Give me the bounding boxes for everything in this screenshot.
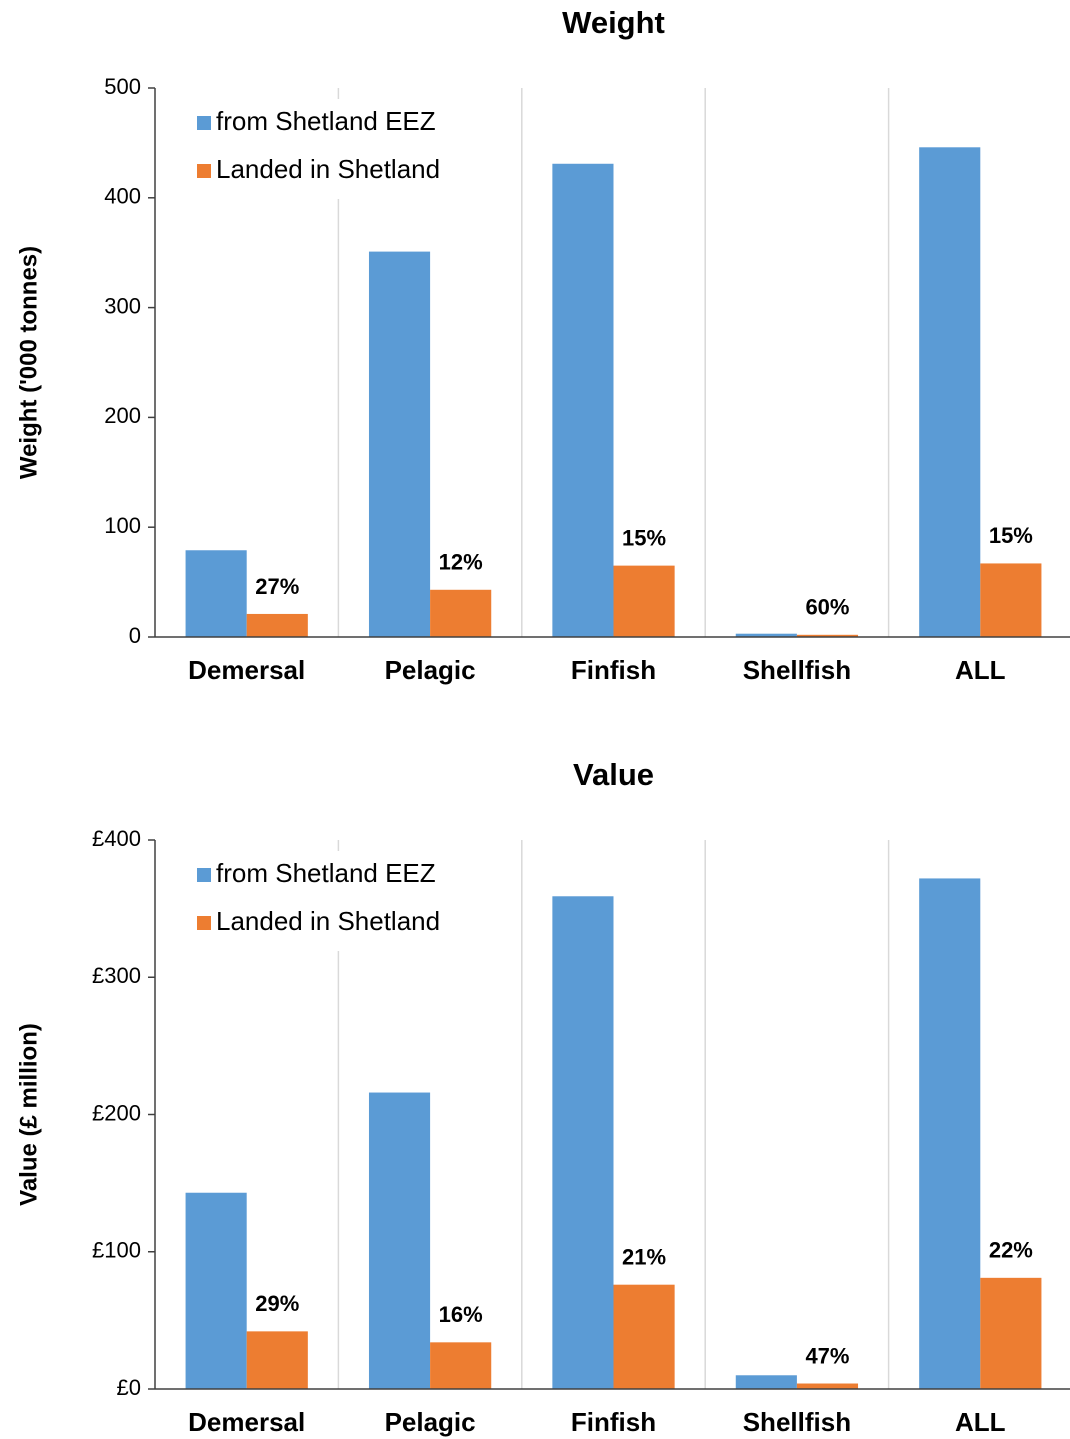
y-tick-label: 200 xyxy=(104,403,141,428)
percent-label: 27% xyxy=(255,574,299,599)
y-tick-label: £100 xyxy=(92,1238,141,1263)
percent-label: 21% xyxy=(622,1245,666,1270)
bar xyxy=(919,147,981,638)
percent-label: 16% xyxy=(439,1302,483,1327)
legend-label: from Shetland EEZ xyxy=(216,858,436,888)
x-tick-label: Pelagic xyxy=(385,655,476,685)
bar xyxy=(552,163,614,637)
y-tick-label: 400 xyxy=(104,184,141,209)
percent-label: 15% xyxy=(622,525,666,550)
x-tick-label: Finfish xyxy=(571,1407,656,1437)
bar xyxy=(796,1383,859,1389)
legend-box xyxy=(189,99,479,199)
x-tick-label: Shellfish xyxy=(743,655,851,685)
bar xyxy=(735,1375,797,1389)
bar xyxy=(613,1284,675,1389)
bar xyxy=(796,634,859,637)
percent-label: 15% xyxy=(989,523,1033,548)
x-tick-label: ALL xyxy=(955,655,1006,685)
bar xyxy=(185,550,247,637)
legend-swatch xyxy=(197,916,211,930)
percent-label: 22% xyxy=(989,1238,1033,1263)
y-axis-label: Weight ('000 tonnes) xyxy=(15,246,42,479)
legend-box xyxy=(189,851,479,951)
chart-title: Weight xyxy=(562,5,665,40)
legend-swatch xyxy=(197,116,211,130)
bar xyxy=(185,1192,247,1389)
x-tick-label: ALL xyxy=(955,1407,1006,1437)
bar xyxy=(368,1092,431,1389)
bar xyxy=(980,1277,1042,1389)
y-tick-label: £0 xyxy=(117,1375,141,1400)
legend-swatch xyxy=(197,868,211,882)
percent-label: 47% xyxy=(805,1343,849,1368)
y-tick-label: £200 xyxy=(92,1100,141,1125)
percent-label: 60% xyxy=(805,595,849,620)
x-tick-label: Demersal xyxy=(188,655,305,685)
x-tick-label: Finfish xyxy=(571,655,656,685)
bar xyxy=(552,896,614,1389)
y-tick-label: 0 xyxy=(129,623,141,648)
bar xyxy=(430,589,492,637)
y-axis-label: Value (£ million) xyxy=(15,1023,42,1206)
percent-label: 12% xyxy=(439,550,483,575)
legend-label: from Shetland EEZ xyxy=(216,106,436,136)
chart-title: Value xyxy=(573,757,654,792)
legend-label: Landed in Shetland xyxy=(216,906,440,936)
bar xyxy=(430,1342,492,1389)
y-tick-label: £300 xyxy=(92,963,141,988)
legend-label: Landed in Shetland xyxy=(216,154,440,184)
legend-swatch xyxy=(197,164,211,178)
x-tick-label: Pelagic xyxy=(385,1407,476,1437)
bar xyxy=(246,613,308,637)
x-tick-label: Demersal xyxy=(188,1407,305,1437)
y-tick-label: £400 xyxy=(92,826,141,851)
bar xyxy=(735,633,797,637)
y-tick-label: 100 xyxy=(104,513,141,538)
bar xyxy=(368,251,431,638)
percent-label: 29% xyxy=(255,1291,299,1316)
bar xyxy=(980,563,1042,637)
y-tick-label: 500 xyxy=(104,74,141,99)
bar xyxy=(246,1331,308,1389)
bar xyxy=(613,565,675,637)
bar xyxy=(919,878,981,1389)
x-tick-label: Shellfish xyxy=(743,1407,851,1437)
y-tick-label: 300 xyxy=(104,293,141,318)
